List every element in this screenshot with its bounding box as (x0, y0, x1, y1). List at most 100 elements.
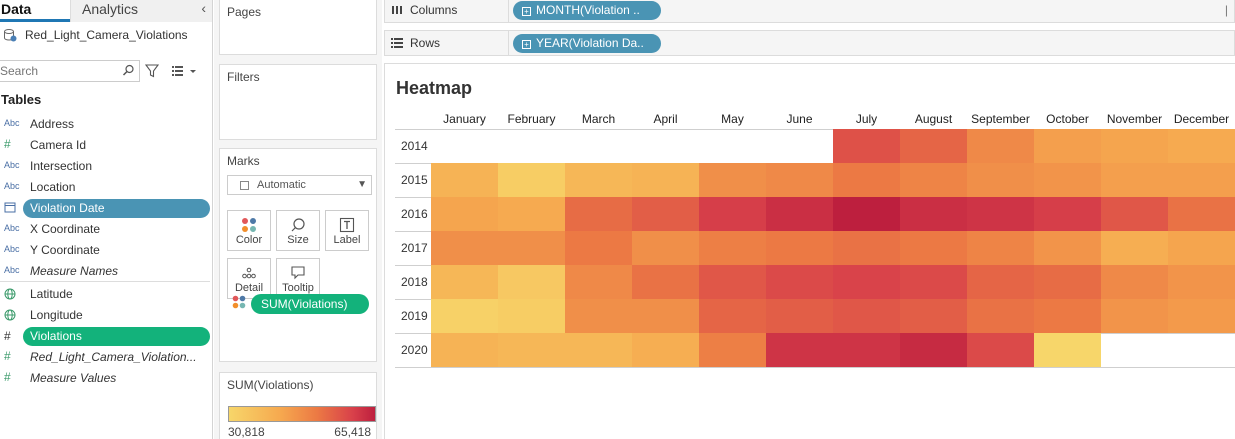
heatmap-cell[interactable] (632, 265, 699, 299)
detail-button[interactable]: Detail (227, 258, 271, 299)
heatmap-cell[interactable] (967, 333, 1034, 367)
heatmap-cell[interactable] (1034, 197, 1101, 231)
heatmap-cell[interactable] (699, 265, 766, 299)
heatmap-cell[interactable] (766, 197, 833, 231)
heatmap-cell[interactable] (900, 231, 967, 265)
field-item[interactable]: Violations (23, 327, 210, 346)
view-options-icon[interactable] (170, 64, 198, 78)
heatmap-cell[interactable] (632, 299, 699, 333)
heatmap-cell[interactable] (1101, 163, 1168, 197)
heatmap-cell[interactable] (1034, 129, 1101, 163)
field-item[interactable]: Latitude (0, 285, 210, 304)
tooltip-button[interactable]: Tooltip (276, 258, 320, 299)
heatmap-cell[interactable] (766, 333, 833, 367)
heatmap-cell[interactable] (498, 231, 565, 265)
heatmap-cell[interactable] (632, 333, 699, 367)
heatmap-cell[interactable] (833, 197, 900, 231)
heatmap-cell[interactable] (900, 333, 967, 367)
heatmap-cell[interactable] (967, 163, 1034, 197)
heatmap-cell[interactable] (498, 299, 565, 333)
field-item[interactable]: Abc X Coordinate (0, 220, 210, 239)
columns-shelf[interactable]: Columns + MONTH(Violation .. | (384, 0, 1235, 23)
field-item[interactable]: # Red_Light_Camera_Violation... (0, 348, 210, 367)
datasource-item[interactable]: Red_Light_Camera_Violations (0, 25, 212, 47)
heatmap-cell[interactable] (1168, 163, 1235, 197)
heatmap-cell[interactable] (1168, 231, 1235, 265)
heatmap-cell[interactable] (699, 197, 766, 231)
label-button[interactable]: Label (325, 210, 369, 251)
heatmap-cell[interactable] (699, 333, 766, 367)
heatmap-cell[interactable] (431, 299, 498, 333)
heatmap-cell[interactable] (1034, 231, 1101, 265)
heatmap-cell[interactable] (565, 197, 632, 231)
heatmap-cell[interactable] (766, 265, 833, 299)
heatmap-cell[interactable] (565, 265, 632, 299)
heatmap-cell[interactable] (431, 197, 498, 231)
heatmap-cell[interactable] (1168, 299, 1235, 333)
heatmap-cell[interactable] (833, 163, 900, 197)
heatmap-cell[interactable] (431, 333, 498, 367)
heatmap-cell[interactable] (1034, 163, 1101, 197)
pages-shelf[interactable]: Pages (219, 0, 377, 55)
heatmap-cell[interactable] (565, 333, 632, 367)
search-icon[interactable] (122, 64, 135, 77)
heatmap-cell[interactable] (1101, 299, 1168, 333)
heatmap-cell[interactable] (833, 333, 900, 367)
heatmap-cell[interactable] (1034, 265, 1101, 299)
field-item[interactable]: Abc Y Coordinate (0, 241, 210, 260)
field-item[interactable]: Violation Date (23, 199, 210, 218)
heatmap-cell[interactable] (967, 299, 1034, 333)
heatmap-cell[interactable] (565, 299, 632, 333)
field-item[interactable]: Abc Address (0, 115, 210, 134)
heatmap-cell[interactable] (1101, 197, 1168, 231)
heatmap-cell[interactable] (632, 197, 699, 231)
search-input[interactable] (0, 61, 118, 81)
heatmap-cell[interactable] (498, 265, 565, 299)
heatmap-cell[interactable] (632, 163, 699, 197)
heatmap-cell[interactable] (565, 163, 632, 197)
heatmap-cell[interactable] (431, 163, 498, 197)
year-violation-pill[interactable]: + YEAR(Violation Da.. (513, 34, 661, 53)
tab-data[interactable]: Data (0, 0, 70, 22)
heatmap-cell[interactable] (1034, 299, 1101, 333)
heatmap-cell[interactable] (900, 163, 967, 197)
heatmap-cell[interactable] (1168, 197, 1235, 231)
heatmap-cell[interactable] (699, 299, 766, 333)
heatmap-cell[interactable] (967, 197, 1034, 231)
color-button[interactable]: Color (227, 210, 271, 251)
heatmap-cell[interactable] (431, 265, 498, 299)
heatmap-cell[interactable] (833, 129, 900, 163)
heatmap-cell[interactable] (498, 333, 565, 367)
heatmap-cell[interactable] (498, 163, 565, 197)
search-box[interactable] (0, 60, 140, 82)
color-legend[interactable]: SUM(Violations) 30,818 65,418 (219, 372, 377, 439)
heatmap-cell[interactable] (1168, 129, 1235, 163)
heatmap-cell[interactable] (833, 299, 900, 333)
filter-icon[interactable] (145, 64, 159, 78)
heatmap-cell[interactable] (565, 231, 632, 265)
heatmap-cell[interactable] (900, 129, 967, 163)
rows-shelf[interactable]: Rows + YEAR(Violation Da.. (384, 30, 1235, 56)
heatmap-cell[interactable] (900, 197, 967, 231)
expand-icon[interactable]: + (522, 40, 531, 49)
size-button[interactable]: Size (276, 210, 320, 251)
heatmap-cell[interactable] (900, 299, 967, 333)
field-item[interactable]: # Measure Values (0, 369, 210, 388)
field-item[interactable]: # Camera Id (0, 136, 210, 155)
heatmap-cell[interactable] (699, 163, 766, 197)
heatmap-cell[interactable] (766, 163, 833, 197)
collapse-pane-icon[interactable]: ‹ (201, 0, 206, 16)
heatmap-cell[interactable] (967, 231, 1034, 265)
filters-shelf[interactable]: Filters (219, 64, 377, 140)
heatmap-cell[interactable] (431, 231, 498, 265)
heatmap-cell[interactable] (900, 265, 967, 299)
field-item[interactable]: Abc Measure Names (0, 262, 210, 281)
heatmap-cell[interactable] (833, 265, 900, 299)
heatmap-cell[interactable] (967, 129, 1034, 163)
heatmap-cell[interactable] (1101, 265, 1168, 299)
heatmap-cell[interactable] (498, 197, 565, 231)
heatmap-cell[interactable] (1034, 333, 1101, 367)
field-item[interactable]: Abc Location (0, 178, 210, 197)
expand-icon[interactable]: + (522, 7, 531, 16)
field-item[interactable]: Abc Intersection (0, 157, 210, 176)
